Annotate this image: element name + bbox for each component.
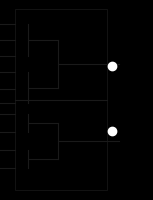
- Bar: [15, 10, 107, 190]
- Point: [111, 129, 114, 133]
- Point: [111, 65, 114, 69]
